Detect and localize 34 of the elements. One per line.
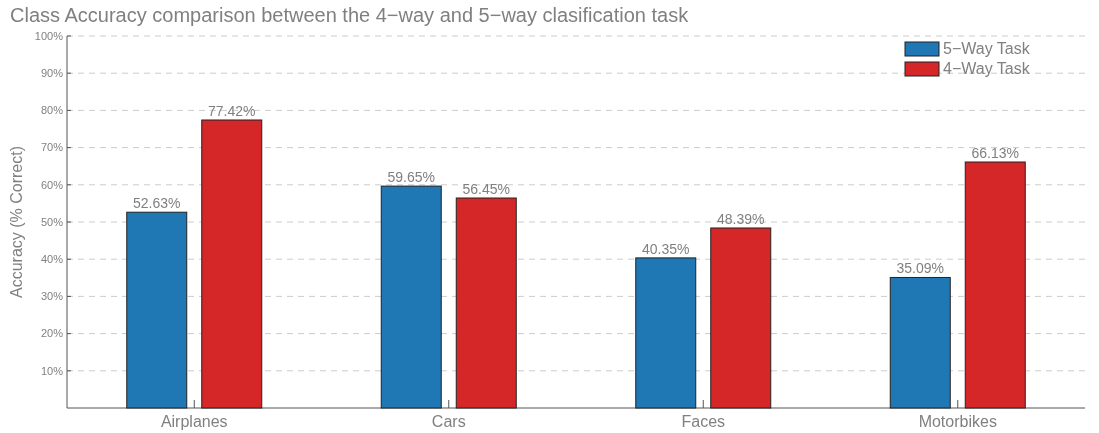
x-tick-label: Cars <box>431 413 466 430</box>
y-tick-label: 90% <box>40 67 64 80</box>
y-tick-label: 20% <box>40 327 64 340</box>
y-tick-label: 30% <box>40 290 64 303</box>
data-label: 56.45% <box>462 181 510 198</box>
chart-title: Class Accuracy comparison between the 4−way and 5−way clasification task <box>10 4 690 26</box>
data-label: 66.13% <box>971 145 1019 161</box>
bar <box>380 185 442 409</box>
y-tick-label: 80% <box>40 104 64 117</box>
y-tick-label: 60% <box>40 178 64 191</box>
y-tick-label: 70% <box>40 141 64 154</box>
data-label: 77.42% <box>208 103 256 119</box>
y-axis-title: Accuracy (% Correct) <box>8 145 25 299</box>
legend-label: 5−Way Task <box>943 40 1031 57</box>
legend-label: 4−Way Task <box>943 60 1031 77</box>
bar <box>889 276 951 409</box>
data-label: 48.39% <box>717 210 765 227</box>
y-tick-label: 40% <box>40 253 64 266</box>
data-label: 40.35% <box>642 240 690 257</box>
y-tick-label: 50% <box>40 215 64 228</box>
y-tick-label: 10% <box>40 364 64 377</box>
bar <box>635 257 697 409</box>
bar <box>455 197 517 409</box>
x-tick-label: Faces <box>681 413 726 430</box>
bar <box>126 211 188 409</box>
x-tick-label: Motorbikes <box>918 413 997 430</box>
data-label: 35.09% <box>896 260 944 277</box>
y-tick-label: 100% <box>34 29 64 42</box>
x-tick-label: Airplanes <box>160 413 228 430</box>
bar <box>201 119 263 409</box>
bar <box>710 227 772 409</box>
data-label: 52.63% <box>133 195 181 212</box>
data-label: 59.65% <box>387 169 435 186</box>
bar <box>964 161 1026 409</box>
